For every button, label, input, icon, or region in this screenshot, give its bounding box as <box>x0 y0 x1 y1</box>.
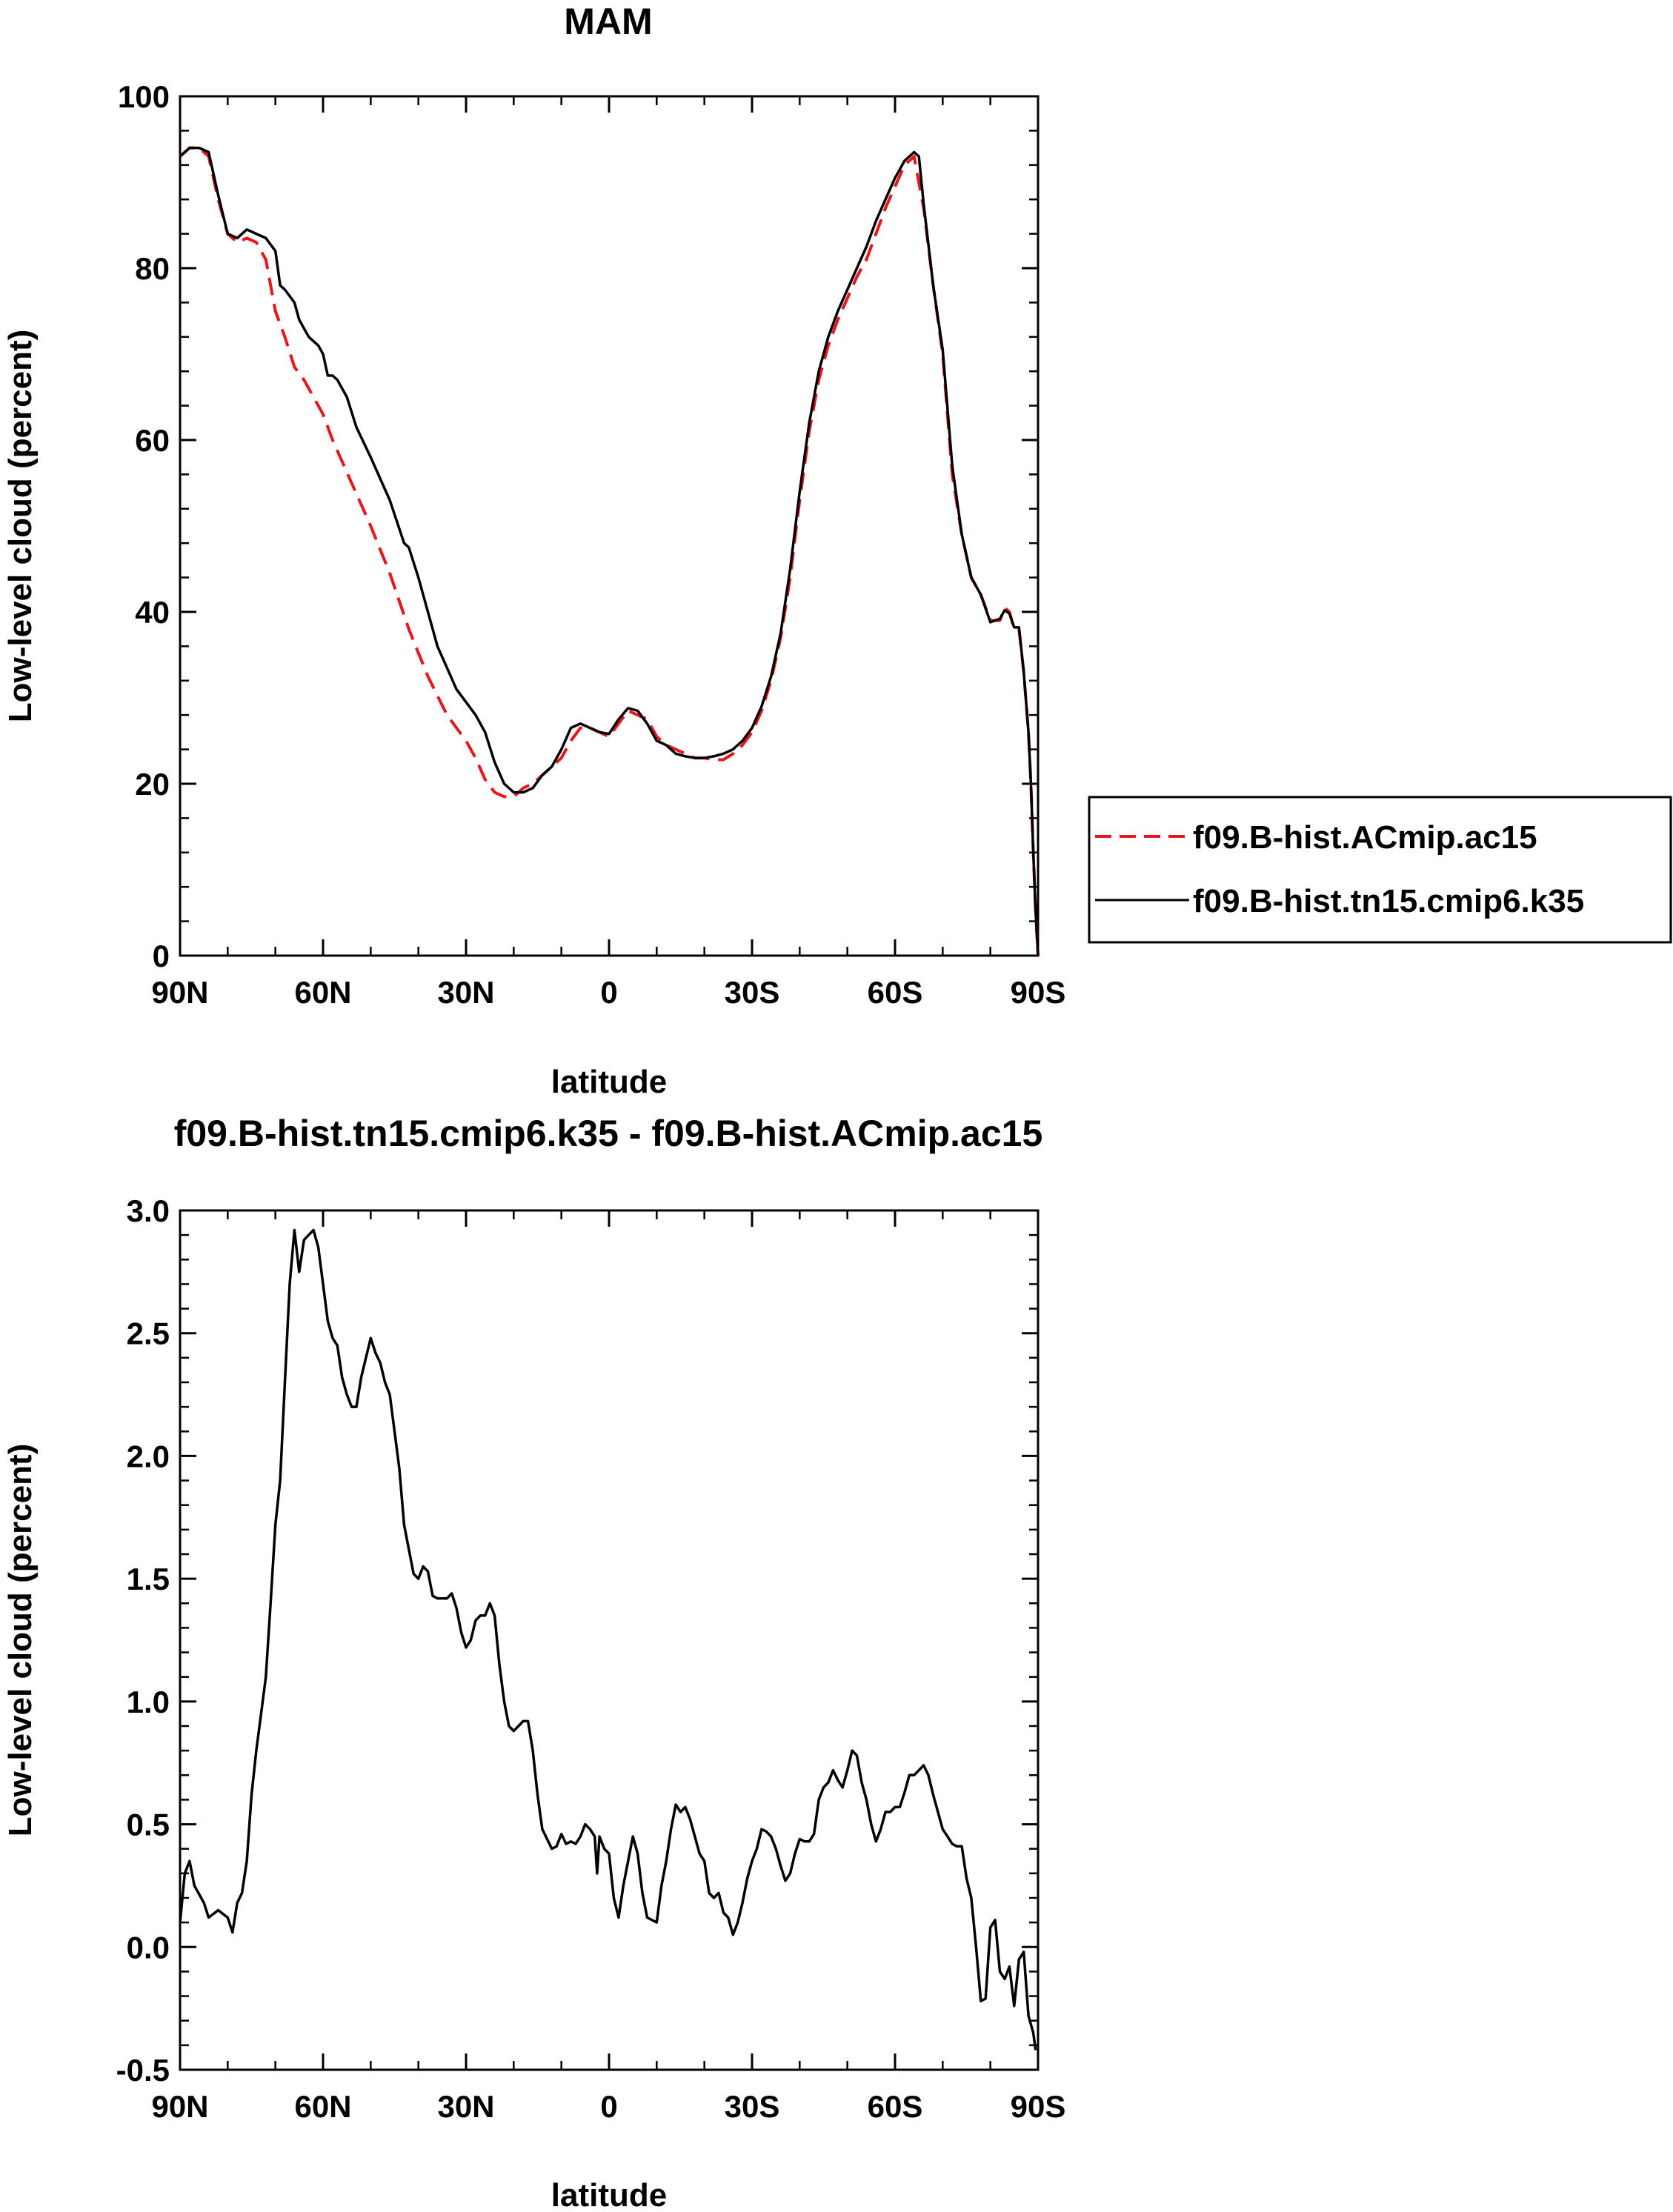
y-tick-label: 0.5 <box>127 1808 170 1842</box>
x-tick-label: 30N <box>437 975 494 1010</box>
series-line-dashed <box>179 146 1040 956</box>
legend: f09.B-hist.ACmip.ac15 f09.B-hist.tn15.cm… <box>1088 796 1672 944</box>
y-tick-label: 60 <box>135 423 170 458</box>
legend-entry-k35: f09.B-hist.tn15.cmip6.k35 <box>1193 883 1584 919</box>
y-tick-label: 2.0 <box>127 1439 170 1473</box>
y-axis-label: Low-level cloud (percent) <box>2 330 39 723</box>
x-tick-label: 60N <box>294 975 351 1010</box>
y-tick-label: -0.5 <box>116 2053 170 2088</box>
y-tick-label: 1.0 <box>127 1685 170 1719</box>
y-tick-label: 2.5 <box>127 1316 170 1351</box>
chart-title: f09.B-hist.tn15.cmip6.k35 - f09.B-hist.A… <box>174 1113 1043 1154</box>
x-tick-label: 0 <box>600 2089 617 2124</box>
panel-top-chart: MAM 0 20 40 60 80 100 90N 60N 30N 0 30S 60S 90S lat… <box>2 1 1065 1100</box>
x-tick-label: 90S <box>1011 2089 1066 2124</box>
x-axis: 90N 60N 30N 0 30S 60S 90S <box>151 96 1065 1010</box>
y-tick-label: 20 <box>135 767 170 802</box>
y-axis: -0.5 0.0 0.5 1.0 1.5 2.0 2.5 3.0 <box>116 1193 1038 2088</box>
panel-bottom-chart: f09.B-hist.tn15.cmip6.k35 - f09.B-hist.A… <box>2 1113 1065 2212</box>
x-tick-label: 60N <box>294 2089 351 2124</box>
x-tick-label: 0 <box>600 975 617 1010</box>
y-tick-label: 0.0 <box>127 1930 170 1965</box>
x-tick-label: 60S <box>868 2089 923 2124</box>
y-tick-label: 3.0 <box>127 1193 170 1228</box>
legend-entry-ac15: f09.B-hist.ACmip.ac15 <box>1193 819 1537 856</box>
y-axis-label: Low-level cloud (percent) <box>2 1444 39 1837</box>
x-tick-label: 30S <box>725 2089 780 2124</box>
y-tick-label: 1.5 <box>127 1562 170 1596</box>
series-lines <box>179 1228 1037 2051</box>
plot-frame <box>179 1209 1040 2071</box>
chart-title: MAM <box>564 1 652 42</box>
y-tick-label: 0 <box>153 939 170 973</box>
y-tick-label: 100 <box>118 79 170 114</box>
x-tick-label: 60S <box>868 975 923 1010</box>
x-tick-label: 90S <box>1011 975 1066 1010</box>
legend-box <box>1088 796 1672 944</box>
series-line-solid <box>179 146 1040 956</box>
series-lines <box>179 146 1040 956</box>
y-tick-label: 40 <box>135 595 170 630</box>
x-axis-label: latitude <box>551 2177 667 2212</box>
plot-frame <box>179 95 1040 957</box>
y-axis: 0 20 40 60 80 100 <box>118 79 1038 973</box>
x-axis-label: latitude <box>551 1064 667 1100</box>
x-axis: 90N 60N 30N 0 30S 60S 90S <box>151 1210 1065 2124</box>
x-tick-label: 90N <box>151 975 208 1010</box>
series-line-solid <box>179 1228 1037 2051</box>
x-tick-label: 30S <box>725 975 780 1010</box>
x-tick-label: 90N <box>151 2089 208 2124</box>
y-tick-label: 80 <box>135 251 170 286</box>
x-tick-label: 30N <box>437 2089 494 2124</box>
